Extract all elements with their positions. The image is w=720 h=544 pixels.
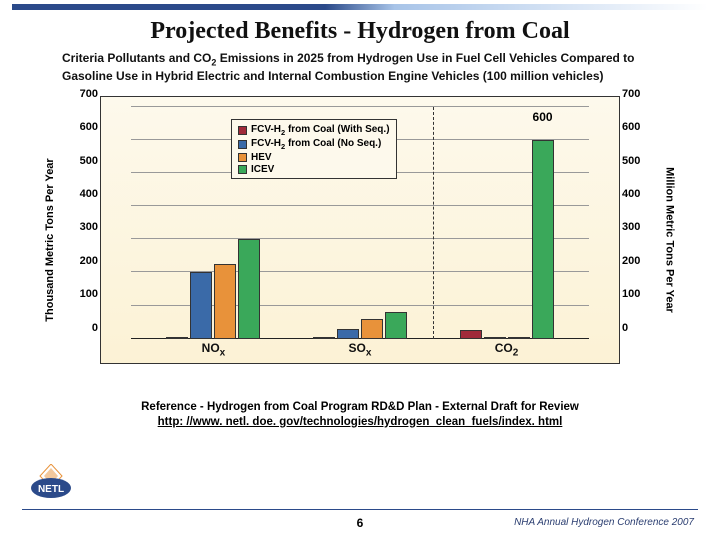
gridline [131, 238, 589, 239]
ytick-right: 0 [622, 322, 648, 334]
chart-box: 600 FCV-H2 from Coal (With Seq.)FCV-H2 fr… [100, 96, 620, 364]
reference-link[interactable]: http: //www. netl. doe. gov/technologies… [158, 416, 563, 428]
page-number: 6 [357, 516, 364, 530]
ytick-left: 100 [72, 288, 98, 300]
legend-swatch [238, 165, 247, 174]
ytick-left: 500 [72, 155, 98, 167]
y-axis-right-label: Million Metric Tons Per Year [664, 167, 676, 313]
bar-NOx-fcv_noseq [190, 272, 212, 338]
netl-logo: NETL [24, 464, 78, 504]
ytick-right: 400 [622, 188, 648, 200]
bar-CO2-hev [508, 337, 530, 339]
bar-CO2-icev [532, 140, 554, 339]
subtitle: Criteria Pollutants and CO2 Emissions in… [62, 51, 658, 84]
ytick-left: 0 [72, 322, 98, 334]
svg-text:NETL: NETL [38, 484, 64, 495]
bar-NOx-hev [214, 264, 236, 339]
legend-item: HEV [238, 152, 390, 163]
ytick-left: 400 [72, 188, 98, 200]
reference-text: Reference - Hydrogen from Coal Program R… [62, 400, 658, 430]
plot-area: 600 FCV-H2 from Coal (With Seq.)FCV-H2 fr… [131, 107, 589, 339]
legend-label: HEV [251, 152, 272, 163]
ytick-left: 300 [72, 221, 98, 233]
bar-CO2-fcv_seq [460, 330, 482, 338]
subtitle-pre: Criteria Pollutants and CO [62, 51, 211, 65]
chart: Thousand Metric Tons Per Year Million Me… [40, 90, 680, 390]
bar-SOx-fcv_noseq [337, 329, 359, 339]
legend-swatch [238, 153, 247, 162]
legend-label: ICEV [251, 164, 274, 175]
legend-label: FCV-H2 from Coal (With Seq.) [251, 124, 390, 137]
gridline [131, 205, 589, 206]
top-rule [12, 4, 708, 10]
category-label: SOx [349, 341, 372, 358]
bottom-rule [22, 509, 698, 510]
ytick-right: 600 [622, 121, 648, 133]
footer-conference: NHA Annual Hydrogen Conference 2007 [514, 517, 694, 528]
bar-CO2-fcv_noseq [484, 337, 506, 339]
category-label: NOx [202, 341, 226, 358]
reference-line1: Reference - Hydrogen from Coal Program R… [141, 401, 579, 413]
y-axis-left-label: Thousand Metric Tons Per Year [44, 158, 56, 321]
bar-SOx-hev [361, 319, 383, 339]
page-title: Projected Benefits - Hydrogen from Coal [0, 18, 720, 45]
value-label: 600 [533, 110, 553, 124]
category-label: CO2 [495, 341, 519, 358]
bar-SOx-icev [385, 312, 407, 339]
ytick-left: 600 [72, 121, 98, 133]
ytick-left: 200 [72, 255, 98, 267]
axis-divider [433, 107, 434, 339]
ytick-right: 300 [622, 221, 648, 233]
legend-item: ICEV [238, 164, 390, 175]
bar-NOx-icev [238, 239, 260, 338]
legend-swatch [238, 140, 247, 149]
bar-SOx-fcv_seq [313, 337, 335, 339]
legend: FCV-H2 from Coal (With Seq.)FCV-H2 from … [231, 119, 397, 179]
legend-swatch [238, 126, 247, 135]
ytick-left: 700 [72, 88, 98, 100]
gridline [131, 106, 589, 107]
legend-item: FCV-H2 from Coal (With Seq.) [238, 124, 390, 137]
ytick-right: 200 [622, 255, 648, 267]
ytick-right: 700 [622, 88, 648, 100]
legend-item: FCV-H2 from Coal (No Seq.) [238, 138, 390, 151]
ytick-right: 100 [622, 288, 648, 300]
ytick-right: 500 [622, 155, 648, 167]
bar-NOx-fcv_seq [166, 337, 188, 339]
legend-label: FCV-H2 from Coal (No Seq.) [251, 138, 381, 151]
